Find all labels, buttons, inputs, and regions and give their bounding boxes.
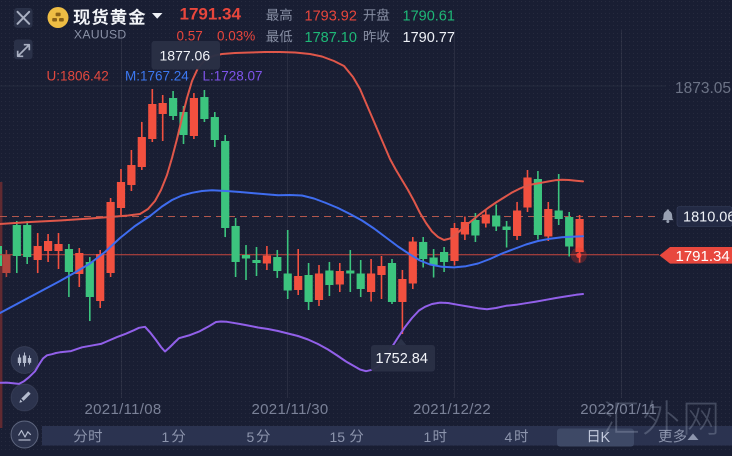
svg-text:1790.77: 1790.77: [403, 30, 455, 46]
svg-text:1: 1: [162, 429, 170, 445]
svg-text:1: 1: [424, 429, 432, 445]
svg-text:4: 4: [505, 429, 513, 445]
svg-text:U:1806.42: U:1806.42: [47, 68, 109, 83]
svg-text:1787.10: 1787.10: [305, 30, 357, 46]
svg-text:1791.34: 1791.34: [180, 5, 242, 24]
svg-text:M:1767.24: M:1767.24: [125, 68, 189, 83]
svg-text:0.57: 0.57: [177, 29, 203, 44]
svg-text:1790.61: 1790.61: [403, 9, 455, 25]
svg-text:2021/12/22: 2021/12/22: [413, 401, 491, 418]
svg-text:5: 5: [247, 429, 255, 445]
svg-text:1810.06: 1810.06: [683, 210, 732, 226]
svg-text:1752.84: 1752.84: [376, 351, 428, 367]
svg-text:2022/01/11: 2022/01/11: [580, 401, 657, 418]
svg-text:1791.34: 1791.34: [676, 248, 730, 265]
svg-text:K: K: [601, 430, 611, 446]
svg-text:1877.06: 1877.06: [160, 48, 211, 64]
svg-text:1793.92: 1793.92: [305, 9, 357, 25]
svg-text:XAUUSD: XAUUSD: [74, 27, 127, 41]
svg-text:15: 15: [330, 429, 346, 445]
svg-text:L:1728.07: L:1728.07: [203, 68, 263, 83]
svg-text:1873.05: 1873.05: [675, 80, 731, 97]
svg-text:2021/11/30: 2021/11/30: [252, 401, 329, 418]
svg-text:2021/11/08: 2021/11/08: [85, 401, 162, 418]
svg-text:0.03%: 0.03%: [217, 29, 255, 44]
